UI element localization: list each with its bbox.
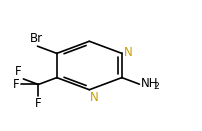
Text: F: F	[35, 97, 41, 110]
Text: N: N	[124, 46, 132, 59]
Text: NH: NH	[140, 77, 157, 90]
Text: F: F	[15, 65, 22, 78]
Text: F: F	[13, 78, 19, 91]
Text: Br: Br	[30, 32, 43, 45]
Text: N: N	[90, 91, 99, 104]
Text: 2: 2	[153, 82, 158, 91]
